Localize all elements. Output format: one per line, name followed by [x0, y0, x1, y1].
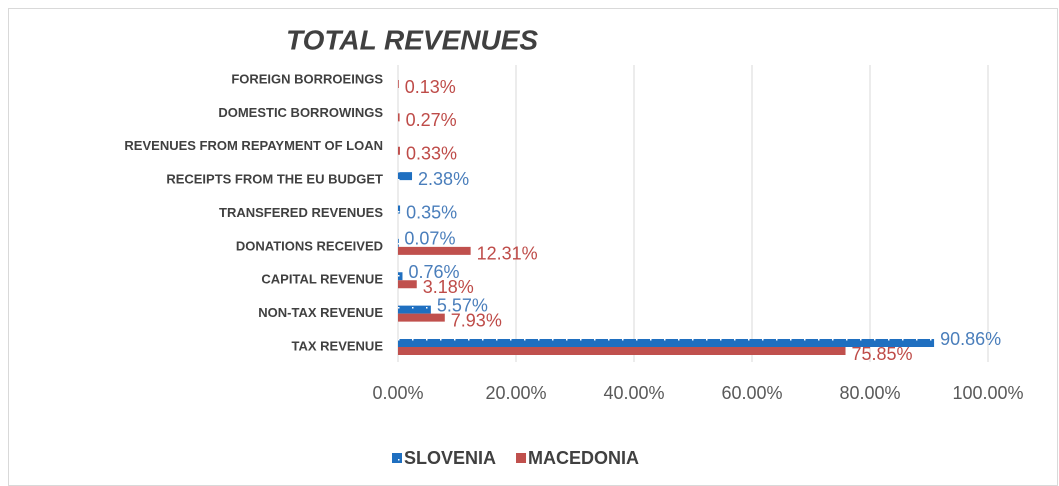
chart-frame — [8, 8, 1058, 486]
y-tick-label: REVENUES FROM REPAYMENT OF LOAN — [124, 138, 383, 153]
data-label: 12.31% — [477, 244, 538, 264]
y-tick-label: FOREIGN BORROEINGS — [231, 71, 383, 86]
y-tick-label: RECEIPTS FROM THE EU BUDGET — [166, 172, 383, 187]
bar — [398, 339, 935, 347]
y-tick-label: TRANSFERED REVENUES — [219, 205, 383, 220]
bar — [398, 280, 417, 289]
data-label: 0.27% — [406, 110, 457, 130]
bar — [398, 305, 431, 314]
x-tick-label: 0.00% — [372, 383, 423, 403]
bar — [398, 172, 413, 181]
bar — [398, 347, 846, 355]
data-label: 2.38% — [418, 169, 469, 189]
data-label: 5.57% — [437, 295, 488, 315]
data-label: 0.13% — [405, 77, 456, 97]
data-label: 7.93% — [451, 310, 502, 330]
bar — [398, 113, 400, 122]
data-label: 0.76% — [408, 262, 459, 282]
bar — [398, 313, 445, 322]
x-tick-label: 60.00% — [721, 383, 782, 403]
x-tick-label: 100.00% — [952, 383, 1023, 403]
bar — [398, 146, 400, 155]
x-tick-label: 80.00% — [839, 383, 900, 403]
bar — [398, 272, 403, 281]
bar — [398, 246, 471, 255]
bar — [398, 80, 399, 88]
x-tick-label: 20.00% — [485, 383, 546, 403]
data-label: 75.85% — [852, 344, 913, 364]
y-tick-label: NON-TAX REVENUE — [258, 305, 383, 320]
data-label: 90.86% — [940, 329, 1001, 349]
chart-title: TOTAL REVENUES — [286, 24, 538, 55]
y-tick-label: CAPITAL REVENUE — [261, 272, 383, 287]
data-label: 3.18% — [423, 277, 474, 297]
legend-swatch — [516, 453, 527, 463]
legend-label: MACEDONIA — [528, 448, 639, 468]
legend-swatch — [392, 453, 402, 463]
data-label: 0.35% — [406, 202, 457, 222]
y-tick-label: DOMESTIC BORROWINGS — [218, 105, 383, 120]
data-label: 0.07% — [404, 229, 455, 249]
x-tick-label: 40.00% — [603, 383, 664, 403]
y-tick-label: DONATIONS RECEIVED — [236, 238, 383, 253]
bar — [398, 238, 399, 247]
bar — [398, 205, 401, 214]
data-label: 0.33% — [406, 144, 457, 164]
legend-label: SLOVENIA — [404, 448, 496, 468]
y-tick-label: TAX REVENUE — [292, 338, 384, 353]
